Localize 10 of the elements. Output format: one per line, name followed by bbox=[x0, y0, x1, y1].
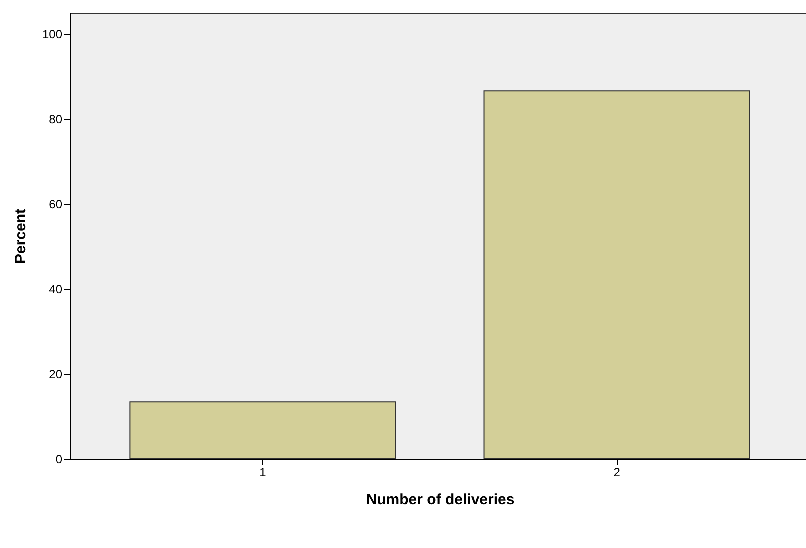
y-tick-label: 40 bbox=[49, 282, 63, 297]
x-tick-label: 2 bbox=[614, 466, 621, 480]
x-axis-title: Number of deliveries bbox=[366, 492, 515, 508]
y-tick-label: 60 bbox=[49, 198, 63, 212]
x-tick-label: 1 bbox=[260, 466, 267, 480]
y-tick-label: 80 bbox=[49, 112, 63, 127]
y-tick-label: 20 bbox=[49, 368, 63, 382]
y-tick-label: 100 bbox=[42, 28, 63, 42]
y-axis-title: Percent bbox=[12, 208, 30, 264]
y-tick-label: 0 bbox=[56, 452, 63, 466]
